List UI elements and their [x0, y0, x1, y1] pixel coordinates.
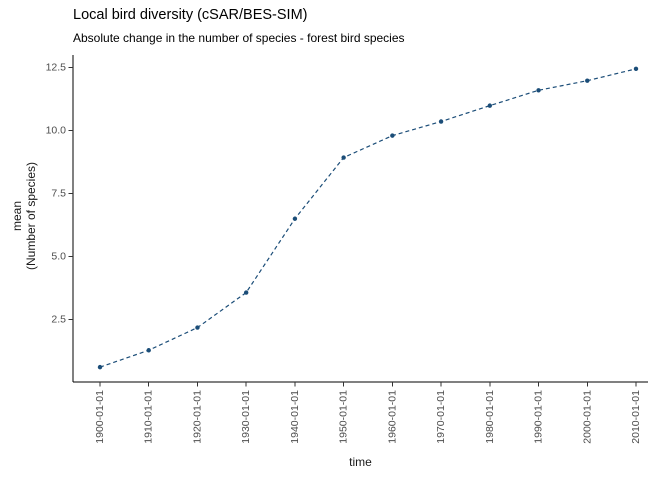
y-tick-label: 10.0: [46, 125, 67, 137]
x-tick-label: 1970-01-01: [435, 390, 447, 444]
chart-subtitle: Absolute change in the number of species…: [73, 31, 405, 45]
data-point: [390, 133, 395, 138]
data-point: [536, 88, 541, 93]
data-point: [243, 290, 249, 295]
data-point: [195, 325, 200, 330]
data-point: [487, 103, 493, 108]
y-axis-title-line1: mean: [10, 201, 24, 231]
y-tick-label: 5.0: [51, 251, 66, 263]
x-tick-label: 1910-01-01: [143, 390, 155, 444]
x-tick-label: 2000-01-01: [581, 390, 593, 444]
data-point: [292, 216, 298, 221]
y-tick-label: 2.5: [51, 314, 66, 326]
data-point: [146, 348, 151, 353]
x-tick-label: 1940-01-01: [289, 390, 301, 444]
data-point: [341, 155, 346, 160]
y-tick-label: 7.5: [51, 188, 66, 200]
x-tick-label: 1930-01-01: [240, 390, 252, 444]
x-tick-label: 1960-01-01: [386, 390, 398, 444]
data-point: [633, 66, 639, 72]
x-tick-label: 1900-01-01: [94, 390, 106, 444]
y-tick-label: 12.5: [46, 62, 67, 74]
data-point: [97, 364, 103, 370]
x-tick-label: 1950-01-01: [338, 390, 350, 444]
x-axis-title: time: [349, 455, 372, 469]
x-tick-label: 1920-01-01: [191, 390, 203, 444]
y-axis-title-line2: (Number of species): [24, 162, 38, 270]
chart-title: Local bird diversity (cSAR/BES-SIM): [73, 7, 308, 23]
data-point: [438, 119, 444, 124]
data-point: [585, 78, 590, 83]
series-line: [99, 68, 637, 368]
x-tick-label: 1980-01-01: [484, 390, 496, 444]
x-tick-label: 1990-01-01: [533, 390, 545, 444]
x-tick-label: 2010-01-01: [630, 390, 642, 444]
